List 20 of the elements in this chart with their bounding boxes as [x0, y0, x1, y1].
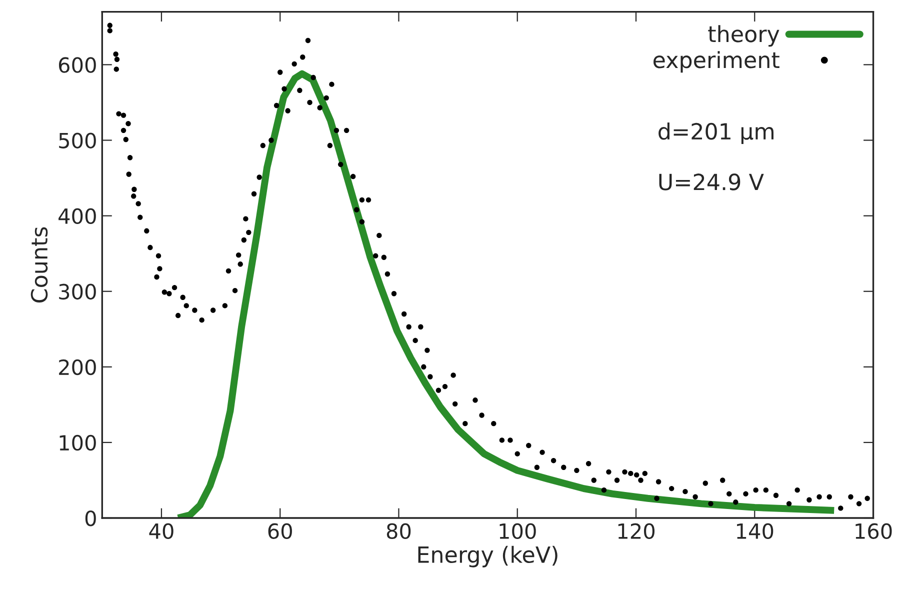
y-tick-label: 200: [59, 359, 96, 376]
y-axis-title: Counts: [30, 227, 48, 302]
x-axis-title: Energy (keV): [418, 546, 558, 568]
x-tick-label: 120: [618, 523, 654, 540]
legend-label: experiment: [654, 51, 780, 73]
x-tick-label: 60: [268, 523, 292, 540]
legend-label: theory: [708, 25, 780, 47]
y-tick-label: 100: [60, 434, 96, 451]
x-tick-label: 40: [149, 523, 174, 540]
x-tick-label: 80: [386, 523, 411, 540]
annotation: d=201 μm: [658, 122, 774, 144]
y-tick-label: 0: [85, 510, 96, 526]
x-tick-label: 140: [737, 523, 774, 540]
y-tick-label: 400: [58, 208, 96, 224]
x-tick-label: 100: [500, 523, 536, 540]
x-tick-label: 160: [856, 523, 892, 540]
y-tick-label: 500: [59, 132, 96, 148]
y-tick-label: 300: [59, 284, 96, 300]
annotation: U=24.9 V: [659, 174, 764, 190]
y-tick-label: 600: [58, 57, 96, 73]
